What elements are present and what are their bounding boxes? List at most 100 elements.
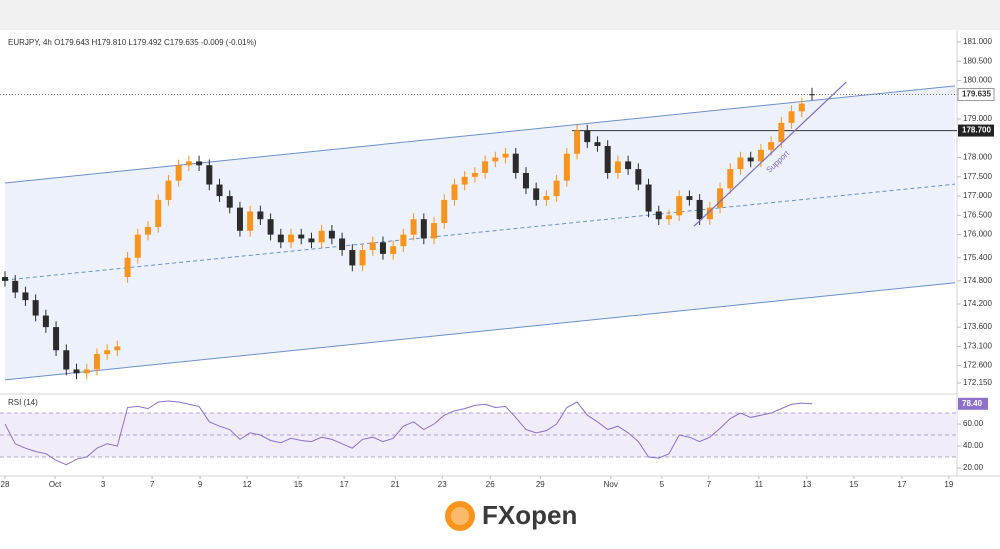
x-tick-label: 3 bbox=[101, 480, 106, 489]
support-line bbox=[693, 81, 847, 227]
y-tick-label: 179.000 bbox=[963, 114, 992, 123]
candle-body bbox=[236, 207, 243, 231]
candle-body bbox=[83, 369, 90, 374]
logo-text: FXopen bbox=[482, 500, 577, 530]
candle-body bbox=[175, 165, 182, 181]
candle-body bbox=[768, 142, 775, 150]
y-tick-label: 173.100 bbox=[963, 341, 992, 350]
top-bar bbox=[0, 0, 1000, 30]
candle-body bbox=[134, 234, 141, 258]
candle-body bbox=[328, 230, 335, 239]
candle-body bbox=[410, 219, 417, 235]
candle-body bbox=[665, 215, 672, 220]
candle-body bbox=[216, 184, 223, 197]
candle-body bbox=[461, 176, 468, 185]
y-tick-label: 172.150 bbox=[963, 378, 992, 387]
candle-body bbox=[798, 103, 805, 112]
chart-title: EURJPY, 4h O179.643 H179.810 L179.492 C1… bbox=[8, 38, 257, 47]
x-tick-label: 15 bbox=[294, 480, 303, 489]
channel-lower bbox=[4, 282, 956, 381]
x-tick-label: 15 bbox=[849, 480, 858, 489]
candle-body bbox=[73, 369, 80, 374]
x-tick-label: 17 bbox=[340, 480, 349, 489]
candle-body bbox=[390, 246, 397, 254]
candle-body bbox=[206, 165, 213, 185]
x-tick-label: 12 bbox=[243, 480, 252, 489]
channel-middle bbox=[4, 183, 956, 281]
rsi-last-label: 78.40 bbox=[962, 399, 983, 408]
y-tick-label: 172.600 bbox=[963, 361, 992, 370]
y-tick-label: 181.000 bbox=[963, 37, 992, 46]
candle-body bbox=[502, 153, 509, 158]
candle-body bbox=[124, 257, 131, 278]
candle-body bbox=[471, 172, 478, 177]
candle-body bbox=[676, 196, 683, 216]
candle-body bbox=[155, 199, 162, 227]
candle-body bbox=[441, 199, 448, 224]
candle-body bbox=[185, 161, 192, 166]
candle-body bbox=[614, 161, 621, 173]
x-tick-label: Oct bbox=[49, 480, 62, 489]
x-tick-label: 13 bbox=[802, 480, 811, 489]
candle-body bbox=[63, 350, 70, 370]
candle-body bbox=[522, 172, 529, 189]
candle-body bbox=[349, 250, 356, 266]
x-tick-label: 7 bbox=[150, 480, 155, 489]
candle-body bbox=[584, 130, 591, 143]
candle-body bbox=[145, 226, 152, 235]
level-label-bg bbox=[958, 124, 994, 137]
candle-body bbox=[482, 161, 489, 173]
candle-body bbox=[512, 153, 519, 173]
rsi-tick-label: 20.00 bbox=[963, 463, 984, 472]
candle-body bbox=[451, 184, 458, 200]
candle-body bbox=[778, 122, 785, 143]
y-tick-label: 180.500 bbox=[963, 56, 992, 65]
channel-upper bbox=[4, 85, 956, 184]
candle-body bbox=[22, 292, 29, 301]
rsi-last-bg bbox=[958, 397, 988, 410]
candle-body bbox=[257, 211, 264, 220]
candle-body bbox=[298, 234, 305, 239]
x-tick-label: Nov bbox=[604, 480, 618, 489]
candle-body bbox=[379, 242, 386, 254]
candle-body bbox=[53, 327, 60, 351]
candle-body bbox=[717, 188, 724, 208]
x-tick-label: 7 bbox=[707, 480, 712, 489]
y-tick-label: 176.500 bbox=[963, 210, 992, 219]
x-tick-label: 5 bbox=[660, 480, 665, 489]
x-tick-label: 11 bbox=[755, 480, 764, 489]
candle-body bbox=[318, 230, 325, 243]
candle-body bbox=[604, 145, 611, 173]
y-tick-label: 178.000 bbox=[963, 153, 992, 162]
candle-body bbox=[247, 211, 254, 231]
candle-body bbox=[288, 234, 295, 243]
candle-body bbox=[359, 250, 366, 266]
candle-body bbox=[420, 219, 427, 239]
channel-fill bbox=[5, 85, 955, 380]
candle-body bbox=[625, 161, 632, 170]
candle-body bbox=[492, 157, 499, 162]
y-tick-label: 180.000 bbox=[963, 76, 992, 85]
y-tick-label: 175.400 bbox=[963, 253, 992, 262]
candle-body bbox=[737, 157, 744, 170]
candle-body bbox=[808, 94, 815, 96]
x-tick-label: 29 bbox=[536, 480, 545, 489]
logo-icon-inner bbox=[451, 507, 469, 525]
x-tick-label: 28 bbox=[1, 480, 10, 489]
candle-body bbox=[369, 242, 376, 251]
logo-icon bbox=[445, 501, 475, 531]
y-tick-label: 177.000 bbox=[963, 191, 992, 200]
candle-body bbox=[165, 180, 172, 200]
y-tick-label: 177.500 bbox=[963, 172, 992, 181]
candle-body bbox=[104, 350, 111, 355]
candle-body bbox=[32, 300, 39, 316]
x-tick-label: 17 bbox=[897, 480, 906, 489]
x-tick-label: 26 bbox=[486, 480, 495, 489]
candle-body bbox=[706, 207, 713, 220]
x-tick-label: 21 bbox=[391, 480, 400, 489]
candle-body bbox=[42, 315, 49, 328]
last-price-label: 179.635 bbox=[962, 90, 991, 99]
rsi-title: RSI (14) bbox=[8, 398, 38, 407]
candle-body bbox=[114, 346, 121, 351]
